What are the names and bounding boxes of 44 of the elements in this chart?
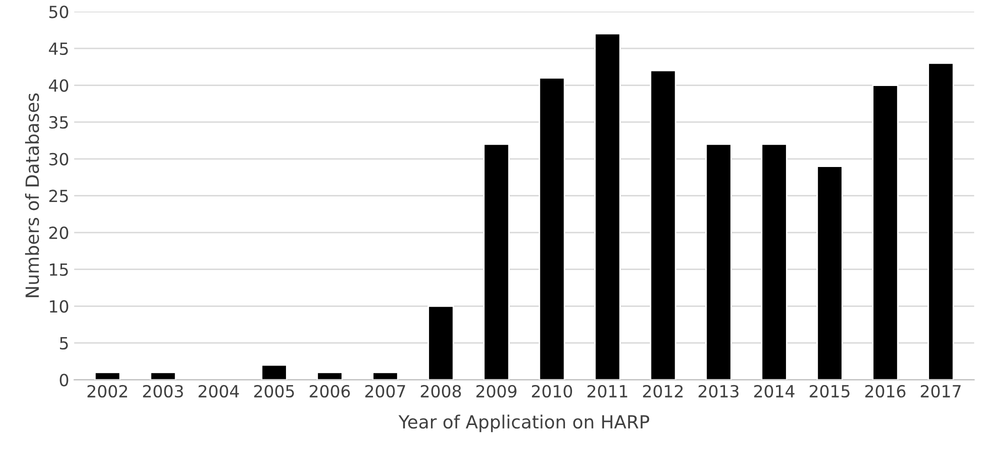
bar bbox=[594, 33, 621, 380]
y-tick-label: 35 bbox=[49, 116, 68, 129]
y-tick-label: 10 bbox=[50, 300, 68, 313]
x-tick-label: 2003 bbox=[143, 384, 183, 398]
x-tick-label: 2011 bbox=[588, 384, 628, 398]
y-tick-label: 15 bbox=[50, 264, 68, 276]
bar bbox=[94, 372, 121, 380]
x-tick-label: 2005 bbox=[254, 384, 294, 398]
bar bbox=[428, 305, 454, 380]
x-tick-label: 2004 bbox=[198, 384, 239, 398]
x-tick-label: 2010 bbox=[532, 384, 572, 398]
bar bbox=[150, 372, 176, 380]
x-tick-label: 2016 bbox=[865, 384, 906, 398]
x-tick-label: 2014 bbox=[754, 384, 794, 398]
bar bbox=[538, 77, 566, 380]
x-tick-label: 2008 bbox=[420, 384, 461, 398]
bar bbox=[705, 143, 732, 380]
bar bbox=[372, 372, 398, 380]
y-tick-label: 20 bbox=[49, 226, 68, 240]
x-tick-label: 2009 bbox=[476, 384, 516, 398]
x-axis-title: Year of Application on HARP bbox=[398, 414, 650, 432]
x-tick-label: 2002 bbox=[88, 384, 128, 398]
y-tick-label: 5 bbox=[60, 337, 68, 350]
y-tick-label: 25 bbox=[49, 190, 68, 202]
bar bbox=[760, 143, 788, 380]
bar bbox=[316, 372, 343, 380]
x-tick-label: 2007 bbox=[365, 384, 406, 398]
bar bbox=[816, 166, 843, 380]
x-tick-label: 2017 bbox=[920, 384, 961, 398]
y-axis-title: Numbers of Databases bbox=[25, 93, 40, 298]
y-tick-label: 40 bbox=[48, 79, 68, 92]
y-tick-label: 30 bbox=[49, 152, 68, 166]
bar bbox=[872, 84, 898, 380]
x-tick-label: 2006 bbox=[310, 384, 350, 398]
bar bbox=[483, 143, 510, 380]
bar bbox=[928, 62, 954, 380]
y-tick-label: 0 bbox=[60, 374, 68, 386]
x-tick-label: 2013 bbox=[698, 384, 738, 398]
bar bbox=[260, 364, 288, 380]
x-tick-label: 2012 bbox=[643, 384, 683, 398]
y-tick-label: 45 bbox=[48, 42, 68, 56]
x-tick-label: 2015 bbox=[810, 384, 850, 398]
y-tick-label: 50 bbox=[49, 6, 68, 18]
bar bbox=[650, 70, 676, 380]
